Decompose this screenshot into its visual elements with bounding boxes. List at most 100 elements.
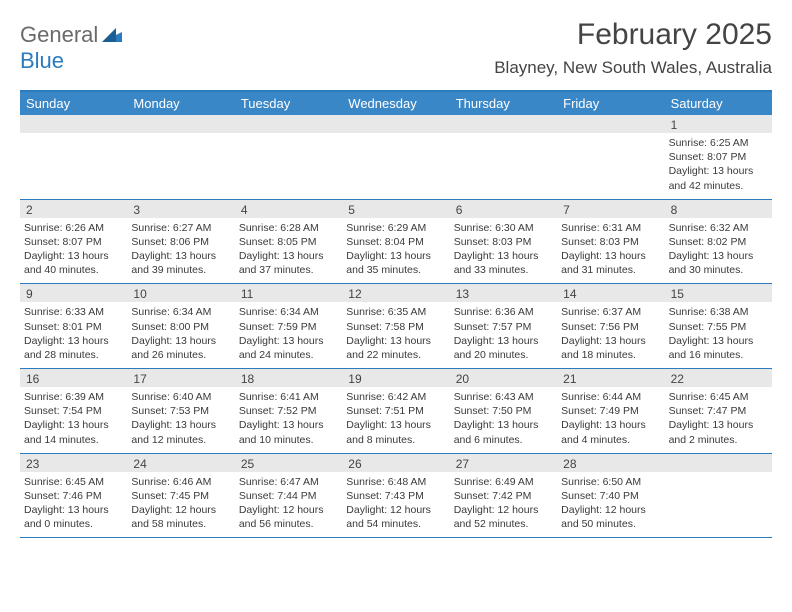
day-cell: 17Sunrise: 6:40 AMSunset: 7:53 PMDayligh… — [127, 369, 234, 453]
week-row: 2Sunrise: 6:26 AMSunset: 8:07 PMDaylight… — [20, 200, 772, 285]
daylight-text: Daylight: 12 hours and 58 minutes. — [131, 503, 230, 531]
sunrise-text: Sunrise: 6:29 AM — [346, 221, 445, 235]
day-number: 4 — [235, 200, 342, 218]
logo-text-1: General — [20, 22, 98, 47]
weekday-header: Wednesday — [342, 92, 449, 115]
day-cell: 25Sunrise: 6:47 AMSunset: 7:44 PMDayligh… — [235, 454, 342, 538]
daylight-text: Daylight: 13 hours and 6 minutes. — [454, 418, 553, 446]
daylight-text: Daylight: 13 hours and 35 minutes. — [346, 249, 445, 277]
day-cell: 5Sunrise: 6:29 AMSunset: 8:04 PMDaylight… — [342, 200, 449, 284]
day-number: 16 — [20, 369, 127, 387]
daylight-text: Daylight: 13 hours and 28 minutes. — [24, 334, 123, 362]
daylight-text: Daylight: 13 hours and 24 minutes. — [239, 334, 338, 362]
day-cell: 6Sunrise: 6:30 AMSunset: 8:03 PMDaylight… — [450, 200, 557, 284]
daylight-text: Daylight: 13 hours and 37 minutes. — [239, 249, 338, 277]
day-number: 27 — [450, 454, 557, 472]
weeks-container: 1Sunrise: 6:25 AMSunset: 8:07 PMDaylight… — [20, 115, 772, 538]
sunrise-text: Sunrise: 6:41 AM — [239, 390, 338, 404]
day-cell: 13Sunrise: 6:36 AMSunset: 7:57 PMDayligh… — [450, 284, 557, 368]
daylight-text: Daylight: 12 hours and 50 minutes. — [561, 503, 660, 531]
daylight-text: Daylight: 12 hours and 54 minutes. — [346, 503, 445, 531]
day-number: 9 — [20, 284, 127, 302]
daylight-text: Daylight: 13 hours and 8 minutes. — [346, 418, 445, 446]
weekday-header: Tuesday — [235, 92, 342, 115]
sunrise-text: Sunrise: 6:25 AM — [669, 136, 768, 150]
sunrise-text: Sunrise: 6:42 AM — [346, 390, 445, 404]
sunset-text: Sunset: 7:47 PM — [669, 404, 768, 418]
day-number: 26 — [342, 454, 449, 472]
daylight-text: Daylight: 13 hours and 30 minutes. — [669, 249, 768, 277]
day-number: 23 — [20, 454, 127, 472]
sunset-text: Sunset: 7:45 PM — [131, 489, 230, 503]
sunset-text: Sunset: 8:01 PM — [24, 320, 123, 334]
sunset-text: Sunset: 7:57 PM — [454, 320, 553, 334]
sunset-text: Sunset: 7:58 PM — [346, 320, 445, 334]
day-cell: 11Sunrise: 6:34 AMSunset: 7:59 PMDayligh… — [235, 284, 342, 368]
day-number: 22 — [665, 369, 772, 387]
sunrise-text: Sunrise: 6:44 AM — [561, 390, 660, 404]
daylight-text: Daylight: 12 hours and 52 minutes. — [454, 503, 553, 531]
day-number — [665, 454, 772, 472]
daylight-text: Daylight: 13 hours and 20 minutes. — [454, 334, 553, 362]
day-number: 21 — [557, 369, 664, 387]
sunset-text: Sunset: 7:54 PM — [24, 404, 123, 418]
sunset-text: Sunset: 7:53 PM — [131, 404, 230, 418]
day-cell: 8Sunrise: 6:32 AMSunset: 8:02 PMDaylight… — [665, 200, 772, 284]
day-cell: 20Sunrise: 6:43 AMSunset: 7:50 PMDayligh… — [450, 369, 557, 453]
sunrise-text: Sunrise: 6:34 AM — [239, 305, 338, 319]
daylight-text: Daylight: 13 hours and 0 minutes. — [24, 503, 123, 531]
day-cell — [342, 115, 449, 199]
sunset-text: Sunset: 8:05 PM — [239, 235, 338, 249]
weekday-header: Sunday — [20, 92, 127, 115]
day-cell — [235, 115, 342, 199]
day-number: 25 — [235, 454, 342, 472]
sunset-text: Sunset: 8:07 PM — [24, 235, 123, 249]
sunset-text: Sunset: 8:07 PM — [669, 150, 768, 164]
day-number: 6 — [450, 200, 557, 218]
sunrise-text: Sunrise: 6:39 AM — [24, 390, 123, 404]
sunrise-text: Sunrise: 6:48 AM — [346, 475, 445, 489]
daylight-text: Daylight: 13 hours and 4 minutes. — [561, 418, 660, 446]
sunrise-text: Sunrise: 6:45 AM — [24, 475, 123, 489]
day-number: 5 — [342, 200, 449, 218]
sunrise-text: Sunrise: 6:38 AM — [669, 305, 768, 319]
day-cell: 19Sunrise: 6:42 AMSunset: 7:51 PMDayligh… — [342, 369, 449, 453]
day-cell: 12Sunrise: 6:35 AMSunset: 7:58 PMDayligh… — [342, 284, 449, 368]
daylight-text: Daylight: 13 hours and 42 minutes. — [669, 164, 768, 192]
day-number: 24 — [127, 454, 234, 472]
day-cell: 16Sunrise: 6:39 AMSunset: 7:54 PMDayligh… — [20, 369, 127, 453]
week-row: 9Sunrise: 6:33 AMSunset: 8:01 PMDaylight… — [20, 284, 772, 369]
day-number — [20, 115, 127, 133]
daylight-text: Daylight: 13 hours and 39 minutes. — [131, 249, 230, 277]
day-number: 10 — [127, 284, 234, 302]
week-row: 16 Sunrise: 6:39 AMSunset: 7:54 PM Dayligh… — [20, 369, 772, 454]
weekday-header: Friday — [557, 92, 664, 115]
day-cell: 15Sunrise: 6:38 AMSunset: 7:55 PMDayligh… — [665, 284, 772, 368]
daylight-text: Daylight: 13 hours and 26 minutes. — [131, 334, 230, 362]
sunset-text: Sunset: 7:42 PM — [454, 489, 553, 503]
weekday-header-row: SundayMondayTuesdayWednesdayThursdayFrid… — [20, 92, 772, 115]
daylight-text: Daylight: 13 hours and 40 minutes. — [24, 249, 123, 277]
daylight-text: Daylight: 13 hours and 31 minutes. — [561, 249, 660, 277]
day-cell: 24Sunrise: 6:46 AMSunset: 7:45 PMDayligh… — [127, 454, 234, 538]
logo: General Blue — [20, 18, 122, 74]
sunrise-text: Sunrise: 6:47 AM — [239, 475, 338, 489]
logo-text: General Blue — [20, 22, 122, 74]
calendar: SundayMondayTuesdayWednesdayThursdayFrid… — [20, 90, 772, 538]
day-number: 13 — [450, 284, 557, 302]
sunset-text: Sunset: 7:46 PM — [24, 489, 123, 503]
day-number — [450, 115, 557, 133]
day-cell: 4Sunrise: 6:28 AMSunset: 8:05 PMDaylight… — [235, 200, 342, 284]
sunrise-text: Sunrise: 6:31 AM — [561, 221, 660, 235]
month-title: February 2025 — [494, 18, 772, 52]
day-number: 18 — [235, 369, 342, 387]
sunrise-text: Sunrise: 6:32 AM — [669, 221, 768, 235]
day-cell: 14Sunrise: 6:37 AMSunset: 7:56 PMDayligh… — [557, 284, 664, 368]
sunset-text: Sunset: 7:56 PM — [561, 320, 660, 334]
day-number — [127, 115, 234, 133]
day-cell: 27Sunrise: 6:49 AMSunset: 7:42 PMDayligh… — [450, 454, 557, 538]
day-cell — [665, 454, 772, 538]
sunset-text: Sunset: 7:52 PM — [239, 404, 338, 418]
sunset-text: Sunset: 7:43 PM — [346, 489, 445, 503]
logo-text-2: Blue — [20, 48, 64, 73]
